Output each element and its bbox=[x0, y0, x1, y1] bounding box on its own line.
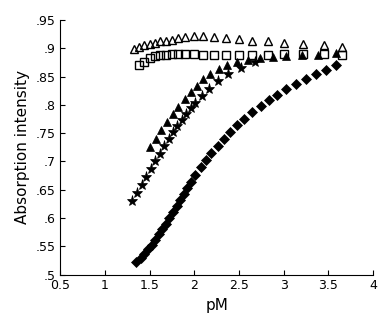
Y-axis label: Absorption intensity: Absorption intensity bbox=[15, 70, 30, 224]
X-axis label: pM: pM bbox=[205, 298, 228, 313]
